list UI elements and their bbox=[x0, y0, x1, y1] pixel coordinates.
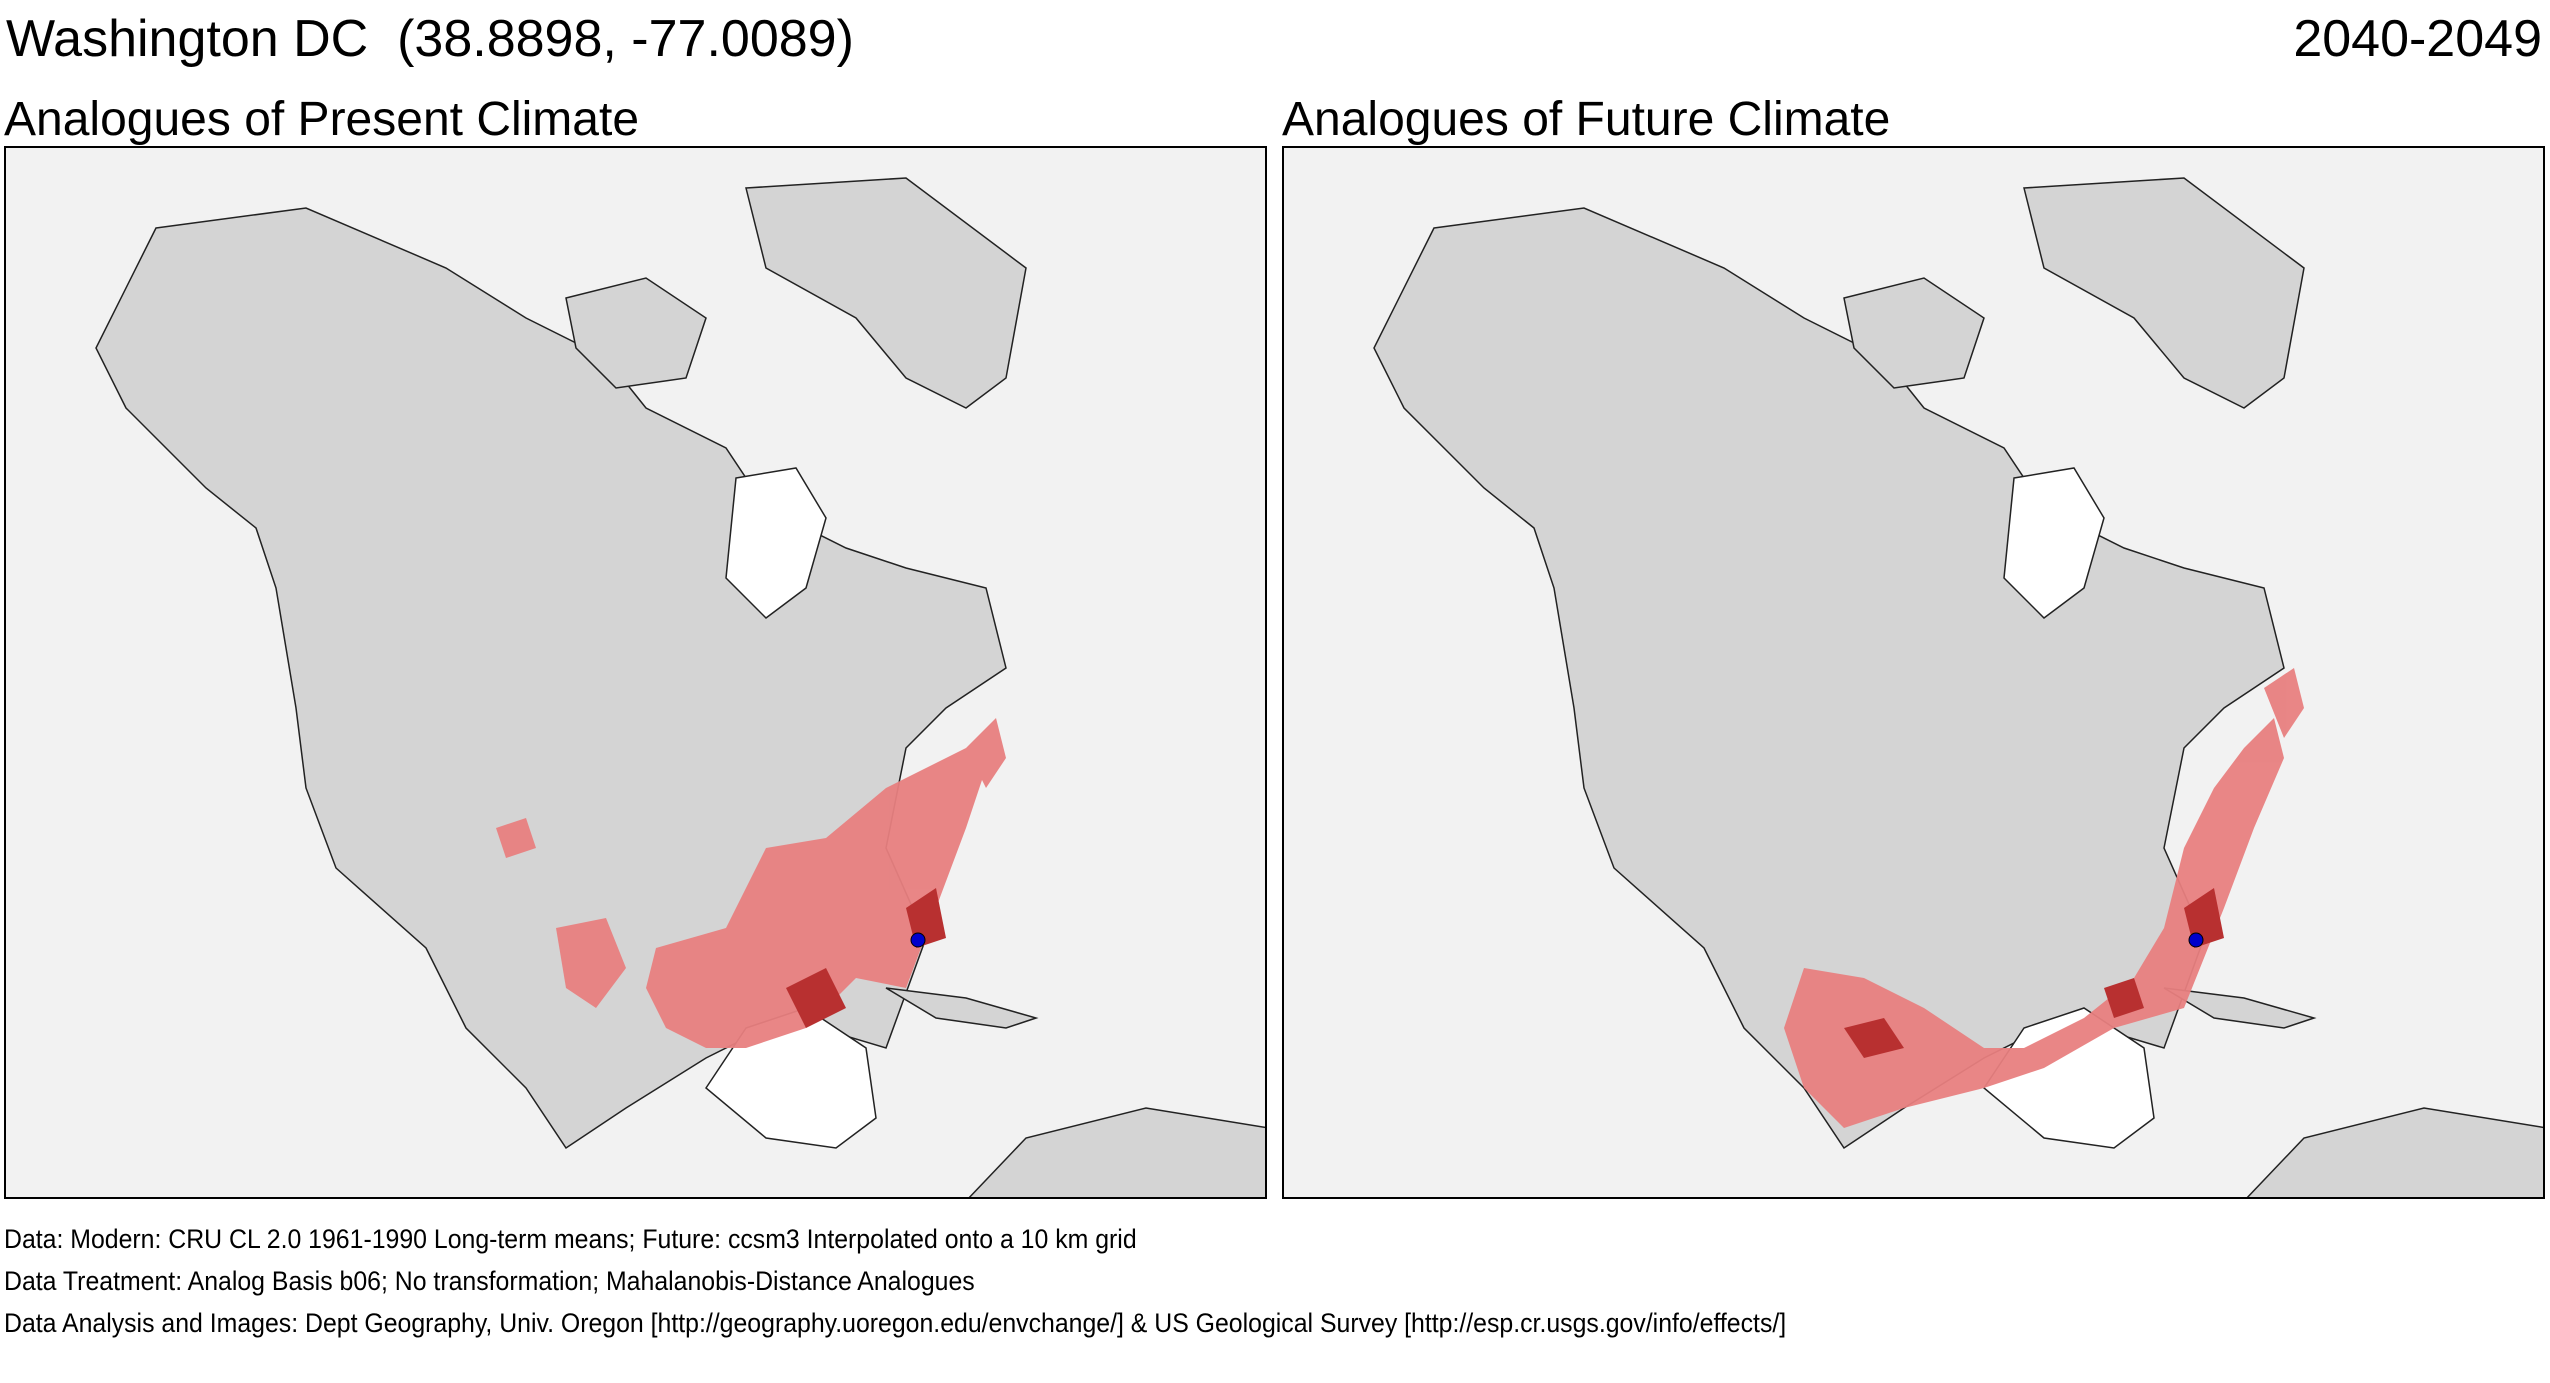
greenland-landmass bbox=[745, 177, 1027, 409]
analog-region-light bbox=[1784, 668, 2304, 1128]
land-layer bbox=[1373, 177, 2543, 1197]
analog-region-light bbox=[496, 718, 1006, 1048]
north-america-landmass bbox=[95, 207, 1007, 1150]
south-america-landmass bbox=[968, 1107, 1265, 1197]
cuba-island bbox=[885, 987, 1039, 1029]
period-label: 2040-2049 bbox=[2293, 10, 2542, 68]
present-map-svg bbox=[95, 177, 1265, 1197]
arctic-islands bbox=[1843, 277, 1985, 389]
future-panel-title: Analogues of Future Climate bbox=[1282, 93, 1891, 146]
location-title: Washington DC (38.8898, -77.0089) bbox=[6, 10, 854, 68]
south-america-landmass bbox=[2246, 1107, 2543, 1197]
hudson-bay bbox=[2003, 467, 2105, 619]
data-treatment-caption: Data Treatment: Analog Basis b06; No tra… bbox=[4, 1266, 975, 1296]
future-map-svg bbox=[1373, 177, 2543, 1197]
cuba-island bbox=[2163, 987, 2317, 1029]
data-source-caption: Data: Modern: CRU CL 2.0 1961-1990 Long-… bbox=[4, 1224, 1137, 1254]
greenland-landmass bbox=[2023, 177, 2305, 409]
target-location-marker bbox=[2188, 932, 2204, 948]
hudson-bay bbox=[725, 467, 827, 619]
land-layer bbox=[95, 177, 1265, 1197]
present-climate-map bbox=[4, 146, 1267, 1199]
future-climate-map bbox=[1282, 146, 2545, 1199]
data-analysis-caption: Data Analysis and Images: Dept Geography… bbox=[4, 1308, 1787, 1338]
gulf-of-mexico bbox=[1983, 1007, 2155, 1149]
present-panel-title: Analogues of Present Climate bbox=[4, 93, 640, 146]
target-location-marker bbox=[910, 932, 926, 948]
arctic-islands bbox=[565, 277, 707, 389]
